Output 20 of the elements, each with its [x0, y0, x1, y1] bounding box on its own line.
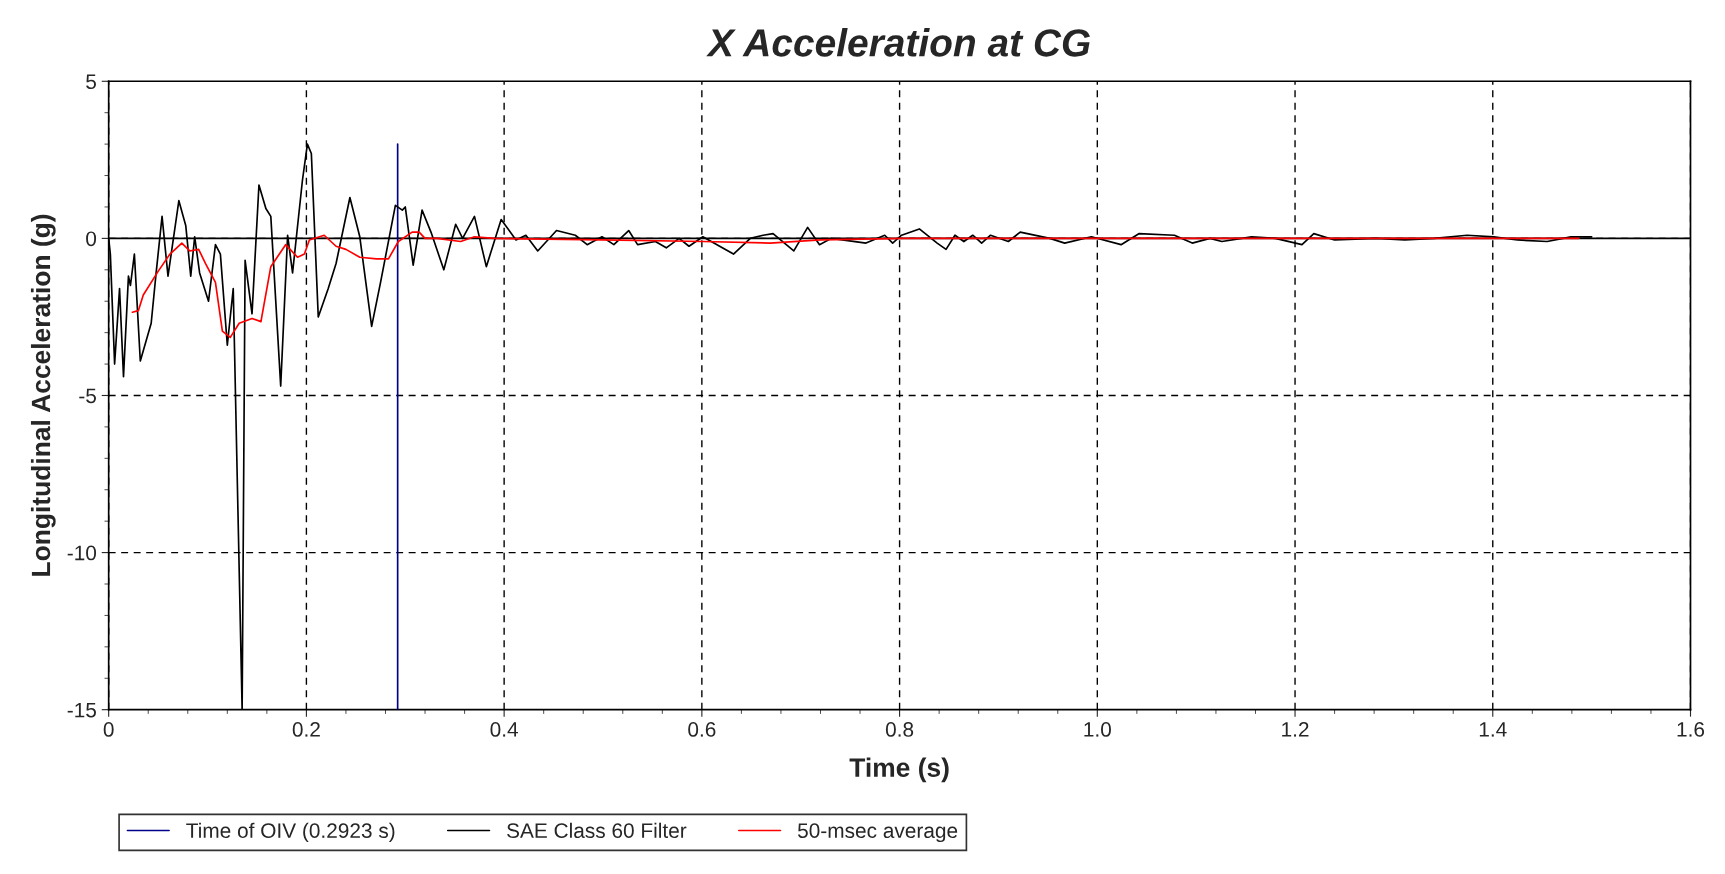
x-tick-label: 0.4: [490, 722, 518, 737]
x-tick-label: 0.6: [688, 722, 716, 737]
legend-label: Time of OIV (0.2923 s): [186, 822, 395, 843]
x-tick-label: 1.2: [1282, 722, 1309, 737]
y-tick-label: -10: [67, 545, 97, 561]
y-tick-label: 5: [86, 74, 96, 90]
x-tick-label: 0.8: [885, 722, 914, 737]
y-tick-label: -5: [79, 388, 96, 404]
legend-label: 50-msec average: [797, 823, 958, 843]
y-tick-label: 0: [86, 231, 97, 247]
x-axis-title: Time (s): [849, 757, 949, 783]
y-tick-label: -15: [67, 702, 96, 718]
legend-label: SAE Class 60 Filter: [507, 822, 687, 838]
x-tick-label: 1.6: [1677, 722, 1705, 737]
x-tick-label: 1.0: [1084, 722, 1111, 737]
y-axis-title: Longitudinal Acceleration (g): [30, 214, 56, 576]
chart-title: X Acceleration at CG: [706, 28, 1091, 57]
x-tick-label: 0.2: [292, 722, 320, 737]
x-tick-label: 0: [103, 722, 114, 737]
x-tick-label: 1.4: [1479, 722, 1507, 737]
